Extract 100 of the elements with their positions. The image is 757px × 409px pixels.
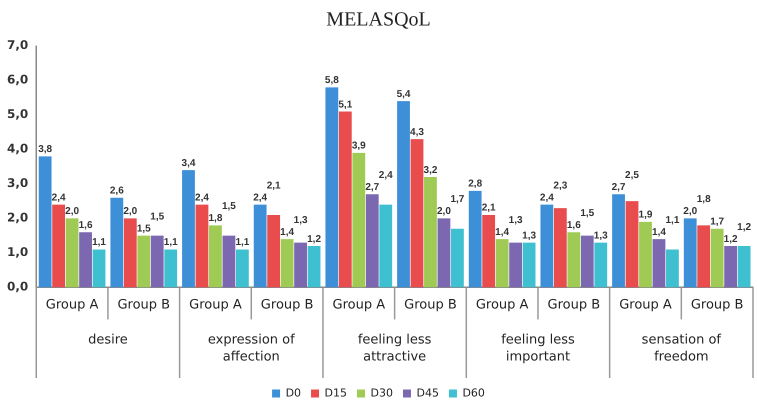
data-label: 1,5 [150,211,165,222]
bar [738,246,751,288]
data-label: 1,3 [594,230,608,242]
data-label: 1,6 [78,220,93,231]
data-label: 1,1 [164,237,178,248]
bar [626,201,638,288]
data-label: 5,4 [396,88,411,100]
data-label: 2,8 [468,178,483,190]
y-tick-label: 5,0 [6,107,28,122]
x-tick-label: Group B [404,298,457,313]
data-label: 2,0 [436,206,452,218]
bar [468,190,482,288]
bar [182,170,195,288]
x-tick-label: Group B [117,298,170,313]
data-label: 2,1 [482,202,496,214]
data-label: 2,6 [110,185,124,196]
bar [424,177,437,288]
data-label: 1,1 [235,237,250,248]
bar [496,239,509,288]
x-tick-label: Group B [260,298,314,313]
text: expression of affection [208,332,296,364]
bar [724,246,738,288]
data-label: 2,1 [266,180,282,192]
bar [38,156,52,288]
data-label: 2,7 [365,182,380,194]
bar [280,239,294,288]
data-label: 2,0 [123,206,138,218]
legend-label: D60 [462,386,485,400]
bar [697,225,710,288]
bar [482,214,496,288]
bar [124,218,137,288]
bar [137,236,150,288]
bar [397,101,410,288]
data-label: 3,8 [38,144,53,156]
bar [196,204,208,288]
data-label: 2,4 [195,192,210,204]
data-label: 1,2 [724,234,738,245]
bar [438,218,450,288]
bar [92,249,106,288]
y-tick-label: 4,0 [6,142,28,156]
bar [338,112,352,288]
text: sensation of freedom [642,332,722,364]
x-tick-label: Group A [189,298,242,313]
data-label: 4,3 [410,126,424,138]
data-label: 3,4 [182,158,196,169]
data-label: 1,7 [710,216,725,228]
data-label: 1,1 [92,237,106,248]
data-label: 2,0 [683,206,698,218]
data-label: 2,4 [378,170,394,182]
x-tick-label: Group A [46,298,98,313]
data-label: 1,5 [136,223,152,234]
legend-label: D45 [416,386,439,400]
data-label: 3,9 [352,140,366,152]
legend-label: D30 [370,386,393,400]
x-tick-label: Group A [332,298,386,313]
bar [254,204,267,288]
data-label: 1,4 [495,226,510,238]
text: feeling less important [501,332,575,364]
bar [684,218,697,288]
bar [267,214,280,288]
bar [308,246,320,288]
bar [639,222,652,288]
y-tick-label: 7,0 [6,38,28,52]
data-label: 1,2 [737,222,752,233]
bar [522,242,536,288]
data-label: 2,3 [553,180,568,192]
data-label: 1,4 [280,226,295,238]
data-label: 1,3 [508,214,523,226]
bar [509,242,522,288]
data-label: 5,1 [338,99,353,110]
y-tick-label: 0,0 [6,280,28,294]
bar [612,194,625,288]
data-label: 1,6 [566,220,582,231]
x-tick-label: Group B [547,298,600,313]
data-label: 1,3 [522,230,536,242]
data-label: 2,5 [625,170,640,182]
bar [66,218,78,288]
bar [451,228,464,288]
bar [554,208,567,288]
legend-label: D15 [324,386,348,400]
bar [110,198,124,288]
data-label: 2,4 [253,192,268,204]
bar [236,249,249,288]
bar [294,242,307,288]
data-label: 1,3 [294,214,308,226]
data-label: 2,4 [540,192,554,204]
text: desire [88,332,128,348]
data-label: 5,8 [324,75,340,86]
data-label: 1,5 [580,208,595,219]
y-tick-label: 1,0 [6,245,28,260]
bar [580,236,594,288]
bar [710,228,724,288]
bar [652,239,666,288]
bar [594,242,608,288]
bar [79,232,92,288]
data-label: 1,2 [307,234,322,245]
bar [325,87,338,288]
data-label: 1,4 [652,226,666,238]
x-tick-label: Group B [690,298,744,313]
legend-label: D0 [286,386,302,400]
